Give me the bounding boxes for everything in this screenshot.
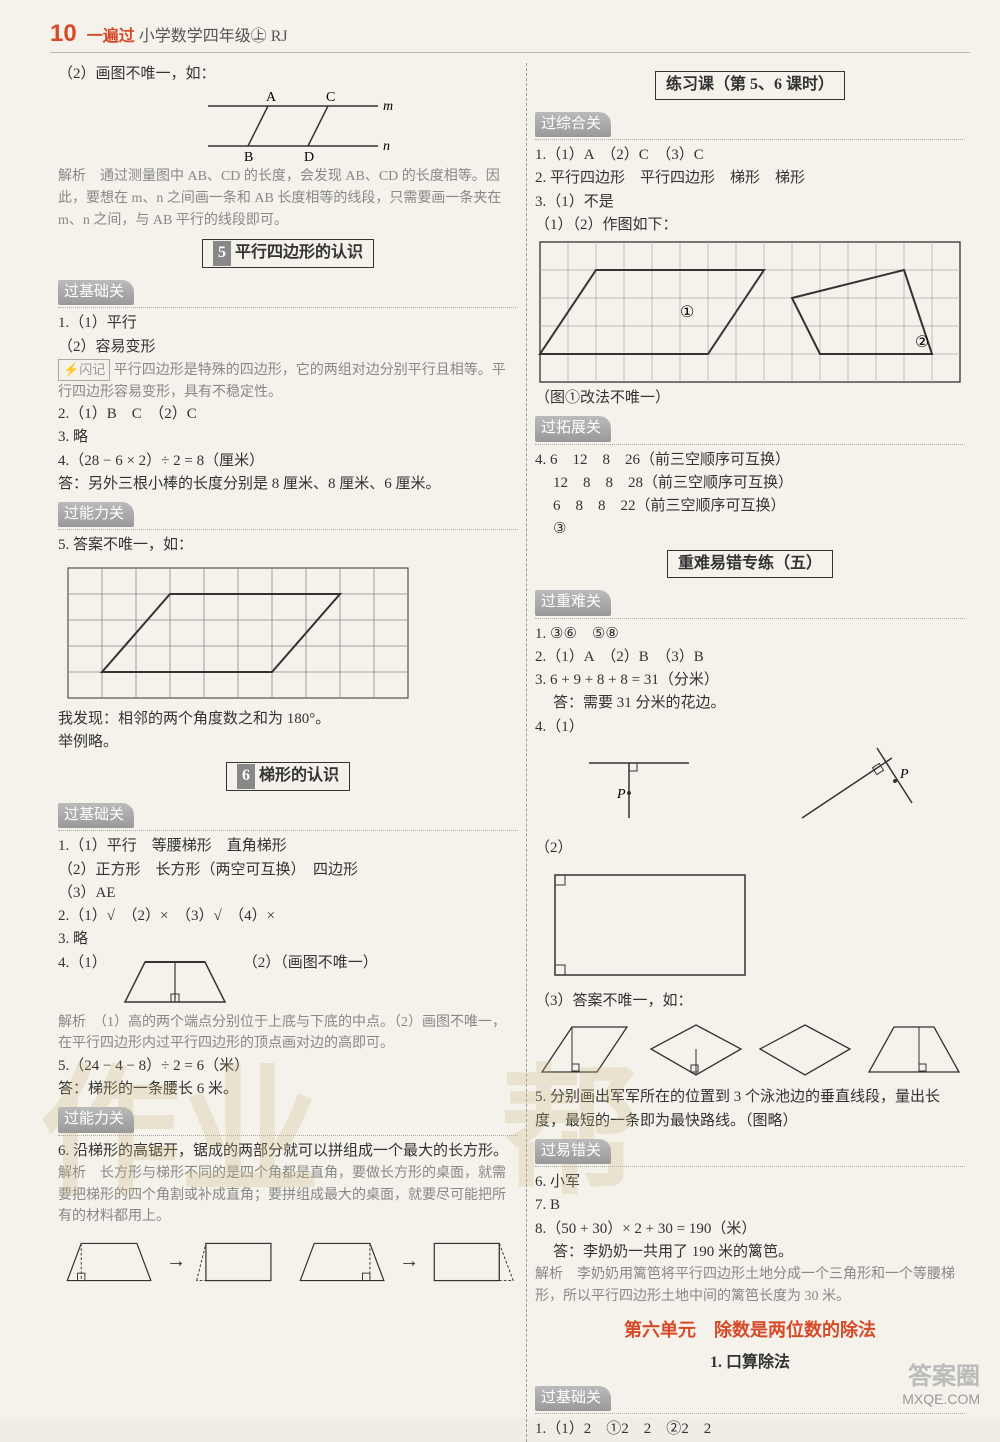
text-line: 6 8 8 22（前三空顺序可互换） [535, 495, 965, 518]
hard-practice-title: 重难易错专练（五） [667, 550, 833, 579]
right-column: 练习课（第 5、6 课时） 过综合关 1.（1）A （2）C （3）C 2. 平… [527, 63, 973, 1442]
text-line: 我发现：相邻的两个角度数之和为 180°。 [58, 708, 518, 731]
text-line: ③ [535, 518, 965, 541]
left-column: （2）画图不唯一，如： A C B D m n 解析 通过测量图中 AB、CD … [50, 63, 527, 1442]
tag-basic-3: 过基础关 [535, 1386, 611, 1411]
figure-four-shapes [535, 1017, 965, 1082]
text-line: 1.（1）平行 等腰梯形 直角梯形 [58, 835, 518, 858]
text-line: 答：另外三根小棒的长度分别是 8 厘米、8 厘米、6 厘米。 [58, 473, 518, 496]
text-line: 答：李奶奶一共用了 190 米的篱笆。 [535, 1241, 965, 1264]
svg-text:P: P [899, 767, 909, 782]
unit-6-title: 第六单元 除数是两位数的除法 [535, 1317, 965, 1345]
text-line: （2）画图不唯一，如： [58, 63, 518, 86]
svg-text:m: m [383, 99, 393, 114]
text-line: 2.（1）A （2）B （3）B [535, 646, 965, 669]
tag-ability-2: 过能力关 [58, 1107, 134, 1132]
flash-note: ⚡闪记 平行四边形是特殊的四边形，它的两组对边分别平行且相等。平行四边形容易变形… [58, 359, 518, 403]
text-line: （2） [535, 837, 965, 860]
svg-text:P: P [616, 787, 626, 802]
section-5-title: 5平行四边形的认识 [202, 239, 374, 268]
figure-grid-parallelogram [58, 558, 418, 708]
text-line: 1.（1）A （2）C （3）C [535, 144, 965, 167]
text-line: 5. 答案不唯一，如： [58, 534, 518, 557]
tag-easy-wrong: 过易错关 [535, 1139, 611, 1164]
text-line: （2）容易变形 [58, 336, 518, 359]
text-line: 8.（50 + 30）× 2 + 30 = 190（米） [535, 1218, 965, 1241]
page-header: 10 一遍过 小学数学四年级㊤ RJ [50, 20, 970, 53]
analysis-text: 解析 通过测量图中 AB、CD 的长度，会发现 AB、CD 的长度相等。因此，要… [58, 166, 518, 231]
text-line: （2）正方形 长方形（两空可互换） 四边形 [58, 859, 518, 882]
svg-text:①: ① [680, 304, 694, 321]
text-line: 1.（1）2 ①2 2 ②2 2 [535, 1418, 965, 1441]
svg-text:C: C [326, 90, 335, 105]
analysis-text-4: 解析 李奶奶用篱笆将平行四边形土地分成一个三角形和一个等腰梯形，所以平行四边形土… [535, 1264, 965, 1307]
footer-watermark: 答案圈 MXQE.COM [902, 1356, 980, 1407]
text-line: 2.（1）√ （2）× （3）√ （4）× [58, 905, 518, 928]
text-line: （2）（画图不唯一） [243, 952, 378, 975]
text-line: 1. ③⑥ ⑤⑧ [535, 623, 965, 646]
unit-6-subtitle: 1. 口算除法 [535, 1351, 965, 1376]
svg-text:D: D [304, 150, 314, 165]
tag-basic-2: 过基础关 [58, 803, 134, 828]
header-title: 一遍过 小学数学四年级㊤ RJ [87, 22, 288, 46]
text-line: 5. 分别画出军军所在的位置到 3 个泳池边的垂直线段，量出长度，最短的一条即为… [535, 1086, 965, 1133]
figure-perpendiculars: P P [535, 743, 965, 833]
text-line: 3.（1）不是 [535, 191, 965, 214]
svg-text:n: n [383, 139, 390, 154]
text-line: 1.（1）平行 [58, 312, 518, 335]
text-line: （1）（2）作图如下： [535, 214, 965, 237]
page-number: 10 [50, 20, 77, 48]
tag-basic: 过基础关 [58, 280, 134, 305]
text-line: 2. 平行四边形 平行四边形 梯形 梯形 [535, 167, 965, 190]
text-line: 2.（1）B C （2）C [58, 403, 518, 426]
section-6-title: 6梯形的认识 [226, 762, 350, 791]
text-line: 4. 6 12 8 26（前三空顺序可互换） [535, 449, 965, 472]
text-line: 举例略。 [58, 731, 518, 754]
text-line: 5.（24 − 4 − 8）÷ 2 = 6（米） [58, 1055, 518, 1078]
svg-text:②: ② [915, 334, 929, 351]
text-line: 12 8 8 28（前三空顺序可互换） [535, 472, 965, 495]
tag-ability: 过能力关 [58, 502, 134, 527]
practice-title: 练习课（第 5、6 课时） [655, 71, 845, 100]
tag-extension: 过拓展关 [535, 416, 611, 441]
text-line: 4.（28 − 6 × 2）÷ 2 = 8（厘米） [58, 450, 518, 473]
tag-comprehensive: 过综合关 [535, 112, 611, 137]
text-line: （3）AE [58, 882, 518, 905]
analysis-text-3: 解析 长方形与梯形不同的是四个角都是直角，要做长方形的桌面，就需要把梯形的四个角… [58, 1163, 518, 1228]
tag-hard: 过重难关 [535, 590, 611, 615]
text-line: 3. 略 [58, 426, 518, 449]
text-line: 4.（1） [58, 952, 107, 975]
text-line: 答：梯形的一条腰长 6 米。 [58, 1078, 518, 1101]
figure-rectangle [535, 860, 765, 990]
analysis-text-2: 解析 （1）高的两个端点分别位于上底与下底的中点。（2）画图不唯一，在平行四边形… [58, 1012, 518, 1055]
text-line: 3. 略 [58, 928, 518, 951]
figure-trapezoid-transforms: → → [58, 1232, 518, 1292]
text-line: （3）答案不唯一，如： [535, 990, 965, 1013]
text-line: 3. 6 + 9 + 8 + 8 = 31（分米） [535, 669, 965, 692]
text-line: 答：需要 31 分米的花边。 [535, 692, 965, 715]
figure-trapezoid-height [115, 952, 235, 1012]
text-line: （图①改法不唯一） [535, 387, 965, 410]
text-line: 4.（1） [535, 716, 965, 739]
svg-text:B: B [244, 150, 253, 165]
text-line: 7. B [535, 1194, 965, 1217]
svg-text:A: A [266, 90, 277, 105]
text-line: 6. 沿梯形的高锯开，锯成的两部分就可以拼组成一个最大的长方形。 [58, 1140, 518, 1163]
figure-parallel-lines: A C B D m n [178, 86, 398, 166]
text-line: 6. 小军 [535, 1171, 965, 1194]
figure-grid-two-shapes: ① ② [535, 237, 965, 387]
